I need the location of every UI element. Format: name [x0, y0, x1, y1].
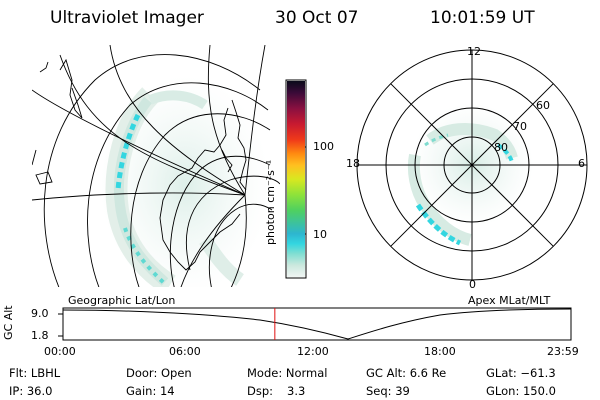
glat-status: GLat: −61.3 [486, 366, 556, 380]
xtick-0600: 06:00 [169, 345, 201, 358]
colorbar-unit-label: photon cm⁻²s⁻¹ [264, 159, 277, 245]
xtick-0000: 00:00 [44, 345, 76, 358]
ytick-9: 9.0 [31, 307, 49, 320]
ytick-1-8: 1.8 [31, 329, 49, 342]
timeline-ylabel: GC Alt [2, 305, 15, 340]
gc-alt-status: GC Alt: 6.6 Re [366, 366, 447, 380]
altitude-curve [62, 308, 572, 340]
filter-status: Flt: LBHL [9, 366, 61, 380]
lat-label-80: 80 [494, 141, 508, 154]
mlt-label-12: 12 [467, 45, 481, 58]
mlt-label-0: 0 [469, 278, 476, 291]
ip-status: IP: 36.0 [9, 384, 53, 398]
colorbar [287, 81, 305, 277]
polar-grid [356, 49, 588, 281]
geographic-map [32, 45, 280, 287]
apex-polar-plot [356, 49, 588, 281]
dsp-value: 3.3 [287, 384, 306, 398]
dsp-label: Dsp: [247, 384, 274, 398]
time-label: 10:01:59 UT [430, 8, 535, 28]
right-map-title: Apex MLat/MLT [468, 294, 551, 307]
orbit-timeline [58, 307, 572, 341]
mlt-label-6: 6 [578, 157, 585, 170]
date-label: 30 Oct 07 [275, 8, 359, 28]
coastline-left [32, 58, 247, 271]
mlt-label-18: 18 [346, 157, 360, 170]
colorbar-frame [285, 79, 307, 279]
lat-label-60: 60 [536, 99, 550, 112]
door-status: Door: Open [126, 366, 192, 380]
instrument-title: Ultraviolet Imager [50, 8, 204, 28]
gain-status: Gain: 14 [126, 384, 175, 398]
xtick-2359: 23:59 [547, 345, 579, 358]
seq-status: Seq: 39 [366, 384, 410, 398]
glon-status: GLon: 150.0 [486, 384, 556, 398]
timeline-frame [62, 307, 572, 341]
lat-label-70: 70 [513, 120, 527, 133]
left-map-title: Geographic Lat/Lon [68, 294, 176, 307]
xtick-1800: 18:00 [424, 345, 456, 358]
colorbar-tick-10: 10 [313, 228, 327, 241]
lat-lon-grid-left [32, 45, 280, 287]
colorbar-tick-100: 100 [313, 140, 334, 153]
xtick-1200: 12:00 [297, 345, 329, 358]
aurora-arc-left [105, 87, 245, 287]
mode-status: Mode: Normal [247, 366, 328, 380]
